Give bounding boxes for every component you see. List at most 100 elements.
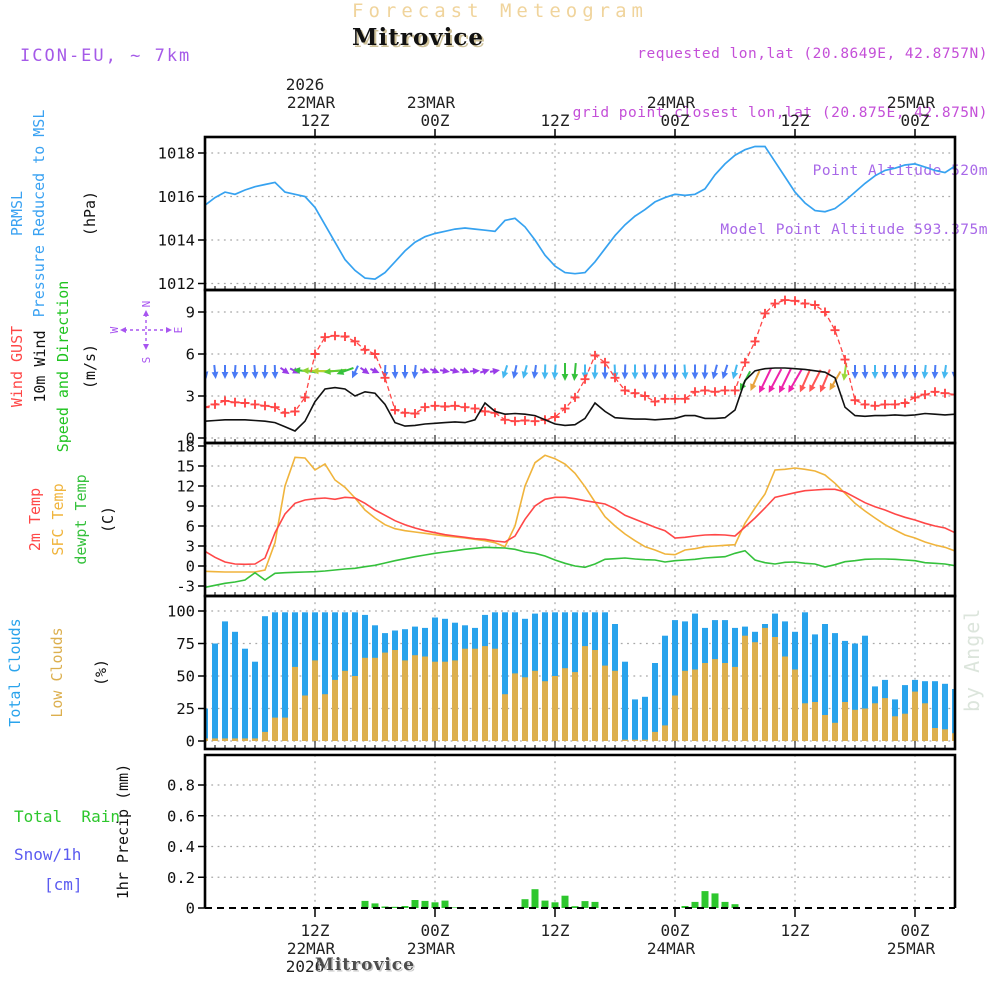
- wind-10m-line: [205, 367, 955, 432]
- wind-direction-arrow: [359, 367, 370, 375]
- precip-bar: [431, 902, 439, 908]
- low-cloud-bar: [472, 648, 478, 741]
- wind-gust-markers: [205, 295, 955, 426]
- wind-direction-arrow: [501, 365, 509, 379]
- low-cloud-bar: [482, 646, 488, 741]
- svg-text:22MAR: 22MAR: [287, 939, 336, 958]
- total-cloud-bar: [212, 643, 218, 741]
- total-cloud-bar: [852, 643, 858, 741]
- wind-direction-arrow: [449, 367, 460, 374]
- temp-ytick-label: 9: [186, 498, 195, 516]
- panel-temp: -3 0 3 6 9 12 15 18 2m Temp SFC Temp dewpt Temp (C): [26, 438, 957, 598]
- temp-ytick-label: 18: [176, 438, 195, 456]
- low-cloud-bar: [262, 731, 268, 741]
- wind-direction-arrow: [561, 363, 569, 381]
- precip-ytick-label: 0: [186, 900, 195, 918]
- pressure-unit-label: (hPa): [81, 191, 99, 236]
- total-cloud-bar: [302, 612, 308, 741]
- panel-clouds: 0 25 50 75 100 Total Clouds Low Clouds (%): [6, 594, 957, 751]
- low-cloud-bar: [222, 738, 228, 741]
- low-cloud-bar: [602, 665, 608, 741]
- pressure-series: [205, 145, 955, 280]
- low-cloud-bar: [552, 676, 558, 741]
- low-cloud-bar: [832, 722, 838, 741]
- total-cloud-bar: [642, 696, 648, 741]
- pressure-ytick-label: 1012: [158, 275, 195, 293]
- low-cloud-bar: [282, 717, 288, 741]
- low-cloud-bar: [672, 695, 678, 741]
- wind-direction-arrow: [531, 364, 539, 379]
- temp-ytick-label: 6: [186, 518, 195, 536]
- precip-ytick-label: 0.8: [167, 777, 195, 795]
- low-cloud-bar: [252, 738, 258, 741]
- wind-direction-arrow: [419, 367, 430, 374]
- temp-side-label: SFC Temp: [49, 483, 67, 555]
- svg-text:25MAR: 25MAR: [887, 93, 936, 112]
- temp-ytick-label: -3: [176, 578, 195, 596]
- pressure-ytick-label: 1018: [158, 145, 195, 163]
- precip-side-label: Total Rain: [14, 807, 120, 826]
- low-cloud-bar: [732, 666, 738, 741]
- wind-side-label: Speed and Direction: [54, 281, 72, 453]
- wind-direction-arrow: [271, 364, 279, 379]
- svg-text:2026: 2026: [286, 75, 325, 94]
- total-cloud-bar: [262, 616, 268, 741]
- wind-direction-arrow: [921, 364, 929, 379]
- clouds-side-label: Low Clouds: [48, 627, 66, 717]
- total-cloud-bar: [672, 620, 678, 741]
- precip-bar: [561, 895, 569, 908]
- low-cloud-bar: [812, 702, 818, 741]
- low-cloud-bar: [952, 733, 955, 741]
- temp-unit-label: (C): [99, 506, 117, 533]
- low-cloud-bar: [692, 669, 698, 741]
- total-cloud-bar: [942, 683, 948, 741]
- footer-station-name: Mitrovice: [315, 955, 415, 975]
- svg-text:12Z: 12Z: [301, 111, 330, 130]
- total-cloud-bar: [812, 634, 818, 741]
- wind-direction-arrow: [711, 364, 719, 380]
- precip-bar: [571, 906, 579, 908]
- precip-bar: [541, 900, 549, 908]
- pressure-ytick-label: 1016: [158, 188, 195, 206]
- precip-bar: [551, 902, 559, 908]
- wind-direction-arrow: [479, 368, 490, 375]
- precip-bar: [701, 891, 709, 908]
- wind-side-label: 10m Wind: [31, 330, 49, 402]
- requested-coords: requested lon,lat (20.8649E, 42.8757N): [637, 46, 988, 62]
- prmsl-line: [205, 145, 955, 280]
- low-cloud-bar: [205, 738, 208, 741]
- precip-bar: [411, 900, 419, 908]
- total-cloud-bar: [205, 708, 208, 741]
- wind-direction-arrow: [851, 365, 859, 379]
- wind-direction-arrow: [819, 369, 831, 393]
- wind-direction-arrow: [750, 370, 761, 392]
- low-cloud-bar: [722, 663, 728, 741]
- wind-direction-arrow: [941, 364, 949, 379]
- precip-bar: [691, 901, 699, 908]
- svg-text:12Z: 12Z: [541, 921, 570, 940]
- panel-wind: 0 3 6 9 Wind GUST 10m Wind Speed and Direction…: [8, 281, 957, 453]
- total-cloud-bar: [332, 612, 338, 741]
- svg-text:00Z: 00Z: [661, 111, 690, 130]
- total-cloud-bar: [282, 612, 288, 741]
- low-cloud-bar: [492, 648, 498, 741]
- total-cloud-bar: [252, 661, 258, 741]
- svg-text:2026: 2026: [286, 957, 325, 976]
- total-cloud-bar: [502, 612, 508, 741]
- precip-ytick-label: 0.6: [167, 807, 195, 825]
- wind-direction-arrow: [211, 364, 219, 379]
- precip-ytick-label: 0.2: [167, 869, 195, 887]
- panel-precip: 0 0.2 0.4 0.6 0.8 Total Rain Snow/1h [cm] 1hr Pr…: [14, 753, 957, 918]
- low-cloud-bar: [622, 739, 628, 741]
- total-cloud-bar: [952, 689, 955, 741]
- low-cloud-bar: [712, 659, 718, 741]
- wind-direction-arrow: [591, 364, 599, 380]
- wind-direction-arrow: [571, 362, 579, 381]
- compass-w: W: [108, 326, 121, 333]
- low-cloud-bar: [852, 709, 858, 741]
- low-cloud-bar: [652, 731, 658, 741]
- wind-direction-arrow: [551, 364, 559, 380]
- low-cloud-bar: [922, 703, 928, 741]
- low-cloud-bar: [762, 627, 768, 741]
